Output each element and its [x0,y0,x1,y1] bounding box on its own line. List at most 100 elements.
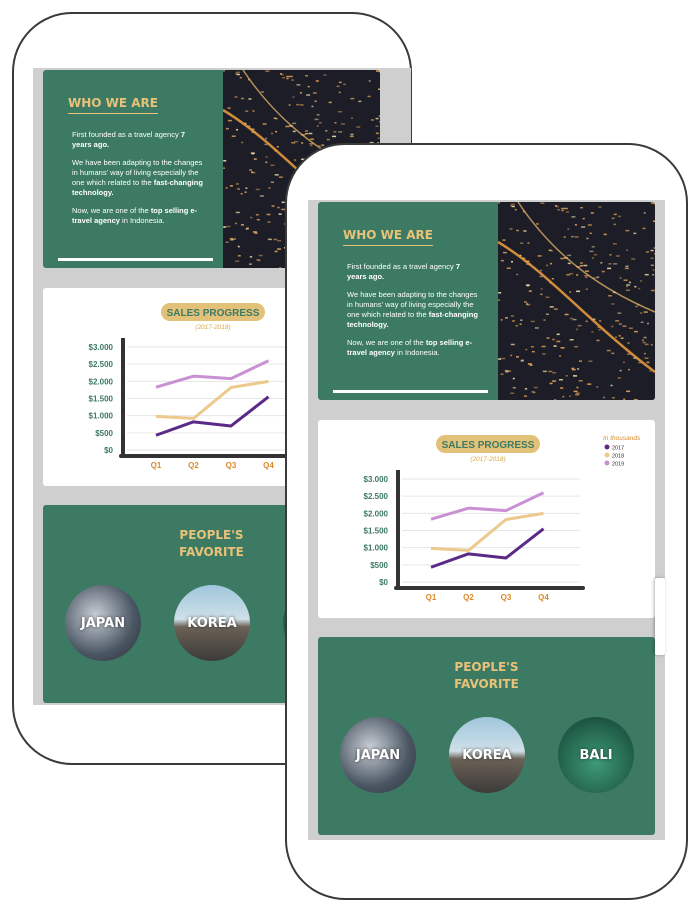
light [556,340,561,343]
light [307,85,310,88]
light [646,361,650,364]
light [291,142,296,144]
light [268,187,271,189]
light [633,330,638,333]
scrollbar[interactable] [655,578,665,655]
divider [333,390,488,393]
light [567,254,572,257]
destination[interactable]: BALI [558,717,634,793]
light [506,267,511,269]
x-tick-label: Q2 [188,461,199,470]
light [591,246,595,248]
favorites-title: PEOPLE'S FAVORITE [43,527,380,561]
light [250,256,253,258]
light [516,273,519,276]
light [643,336,647,339]
light [527,363,532,365]
light [510,354,513,357]
light [633,232,637,235]
legend-label: 2019 [612,462,624,468]
light [332,135,337,138]
destination[interactable]: JAPAN [340,717,416,793]
light [321,144,325,146]
chart-subtitle: (2017-2018) [195,324,230,331]
light [644,273,649,276]
light [226,225,231,228]
light [612,243,617,245]
light [537,255,542,257]
light [585,276,588,279]
light [519,254,522,257]
light [266,213,271,216]
light [255,214,259,216]
title-line: FAVORITE [179,545,244,559]
light [510,392,515,395]
light [379,121,380,123]
light [548,370,553,373]
light [511,260,514,263]
light [326,138,330,141]
destination[interactable]: KOREA [174,585,250,661]
light [650,289,655,292]
light [328,101,332,104]
chart-title: SALES PROGRESS [167,308,260,319]
light [299,104,304,106]
light [305,74,309,77]
light [288,104,291,106]
light [240,193,243,195]
light [292,130,296,133]
light [533,386,538,389]
light [511,205,515,208]
light [225,187,228,189]
light [608,294,613,297]
light [631,258,636,260]
paragraph: Now, we are one of the top selling e-tra… [72,206,204,226]
light [644,343,649,346]
series-line [155,359,270,389]
light [571,367,575,370]
light [292,122,297,125]
light [642,341,646,344]
light [627,342,630,344]
light [304,130,308,132]
text-run: fast-changing technology. [72,178,203,197]
light [626,284,631,286]
light [510,315,514,317]
light [525,348,528,351]
chart-title: SALES PROGRESS [442,440,535,451]
divider [58,258,213,261]
light [274,174,279,176]
light [574,224,577,226]
light [286,75,290,78]
y-tick-label: $500 [95,429,113,438]
light [256,218,260,221]
light [523,395,527,397]
destination[interactable]: KOREA [449,717,525,793]
light [273,238,278,241]
x-tick-label: Q3 [501,593,512,602]
light [609,254,612,256]
light [654,203,655,205]
light [367,95,371,98]
light [267,238,272,241]
light [569,395,572,397]
light [512,387,516,389]
light [569,272,574,275]
light [299,92,302,94]
light [645,251,649,253]
light [615,255,620,257]
road [498,240,655,374]
light [557,209,561,211]
light [265,156,268,158]
light [606,349,611,352]
y-tick-label: $2.000 [89,377,114,386]
x-tick-label: Q3 [226,461,237,470]
destination[interactable]: JAPAN [65,585,141,661]
light [549,382,553,385]
light [340,123,345,125]
light [601,270,605,273]
light [285,125,290,128]
light [519,323,522,325]
light [628,327,633,329]
light [574,345,579,348]
